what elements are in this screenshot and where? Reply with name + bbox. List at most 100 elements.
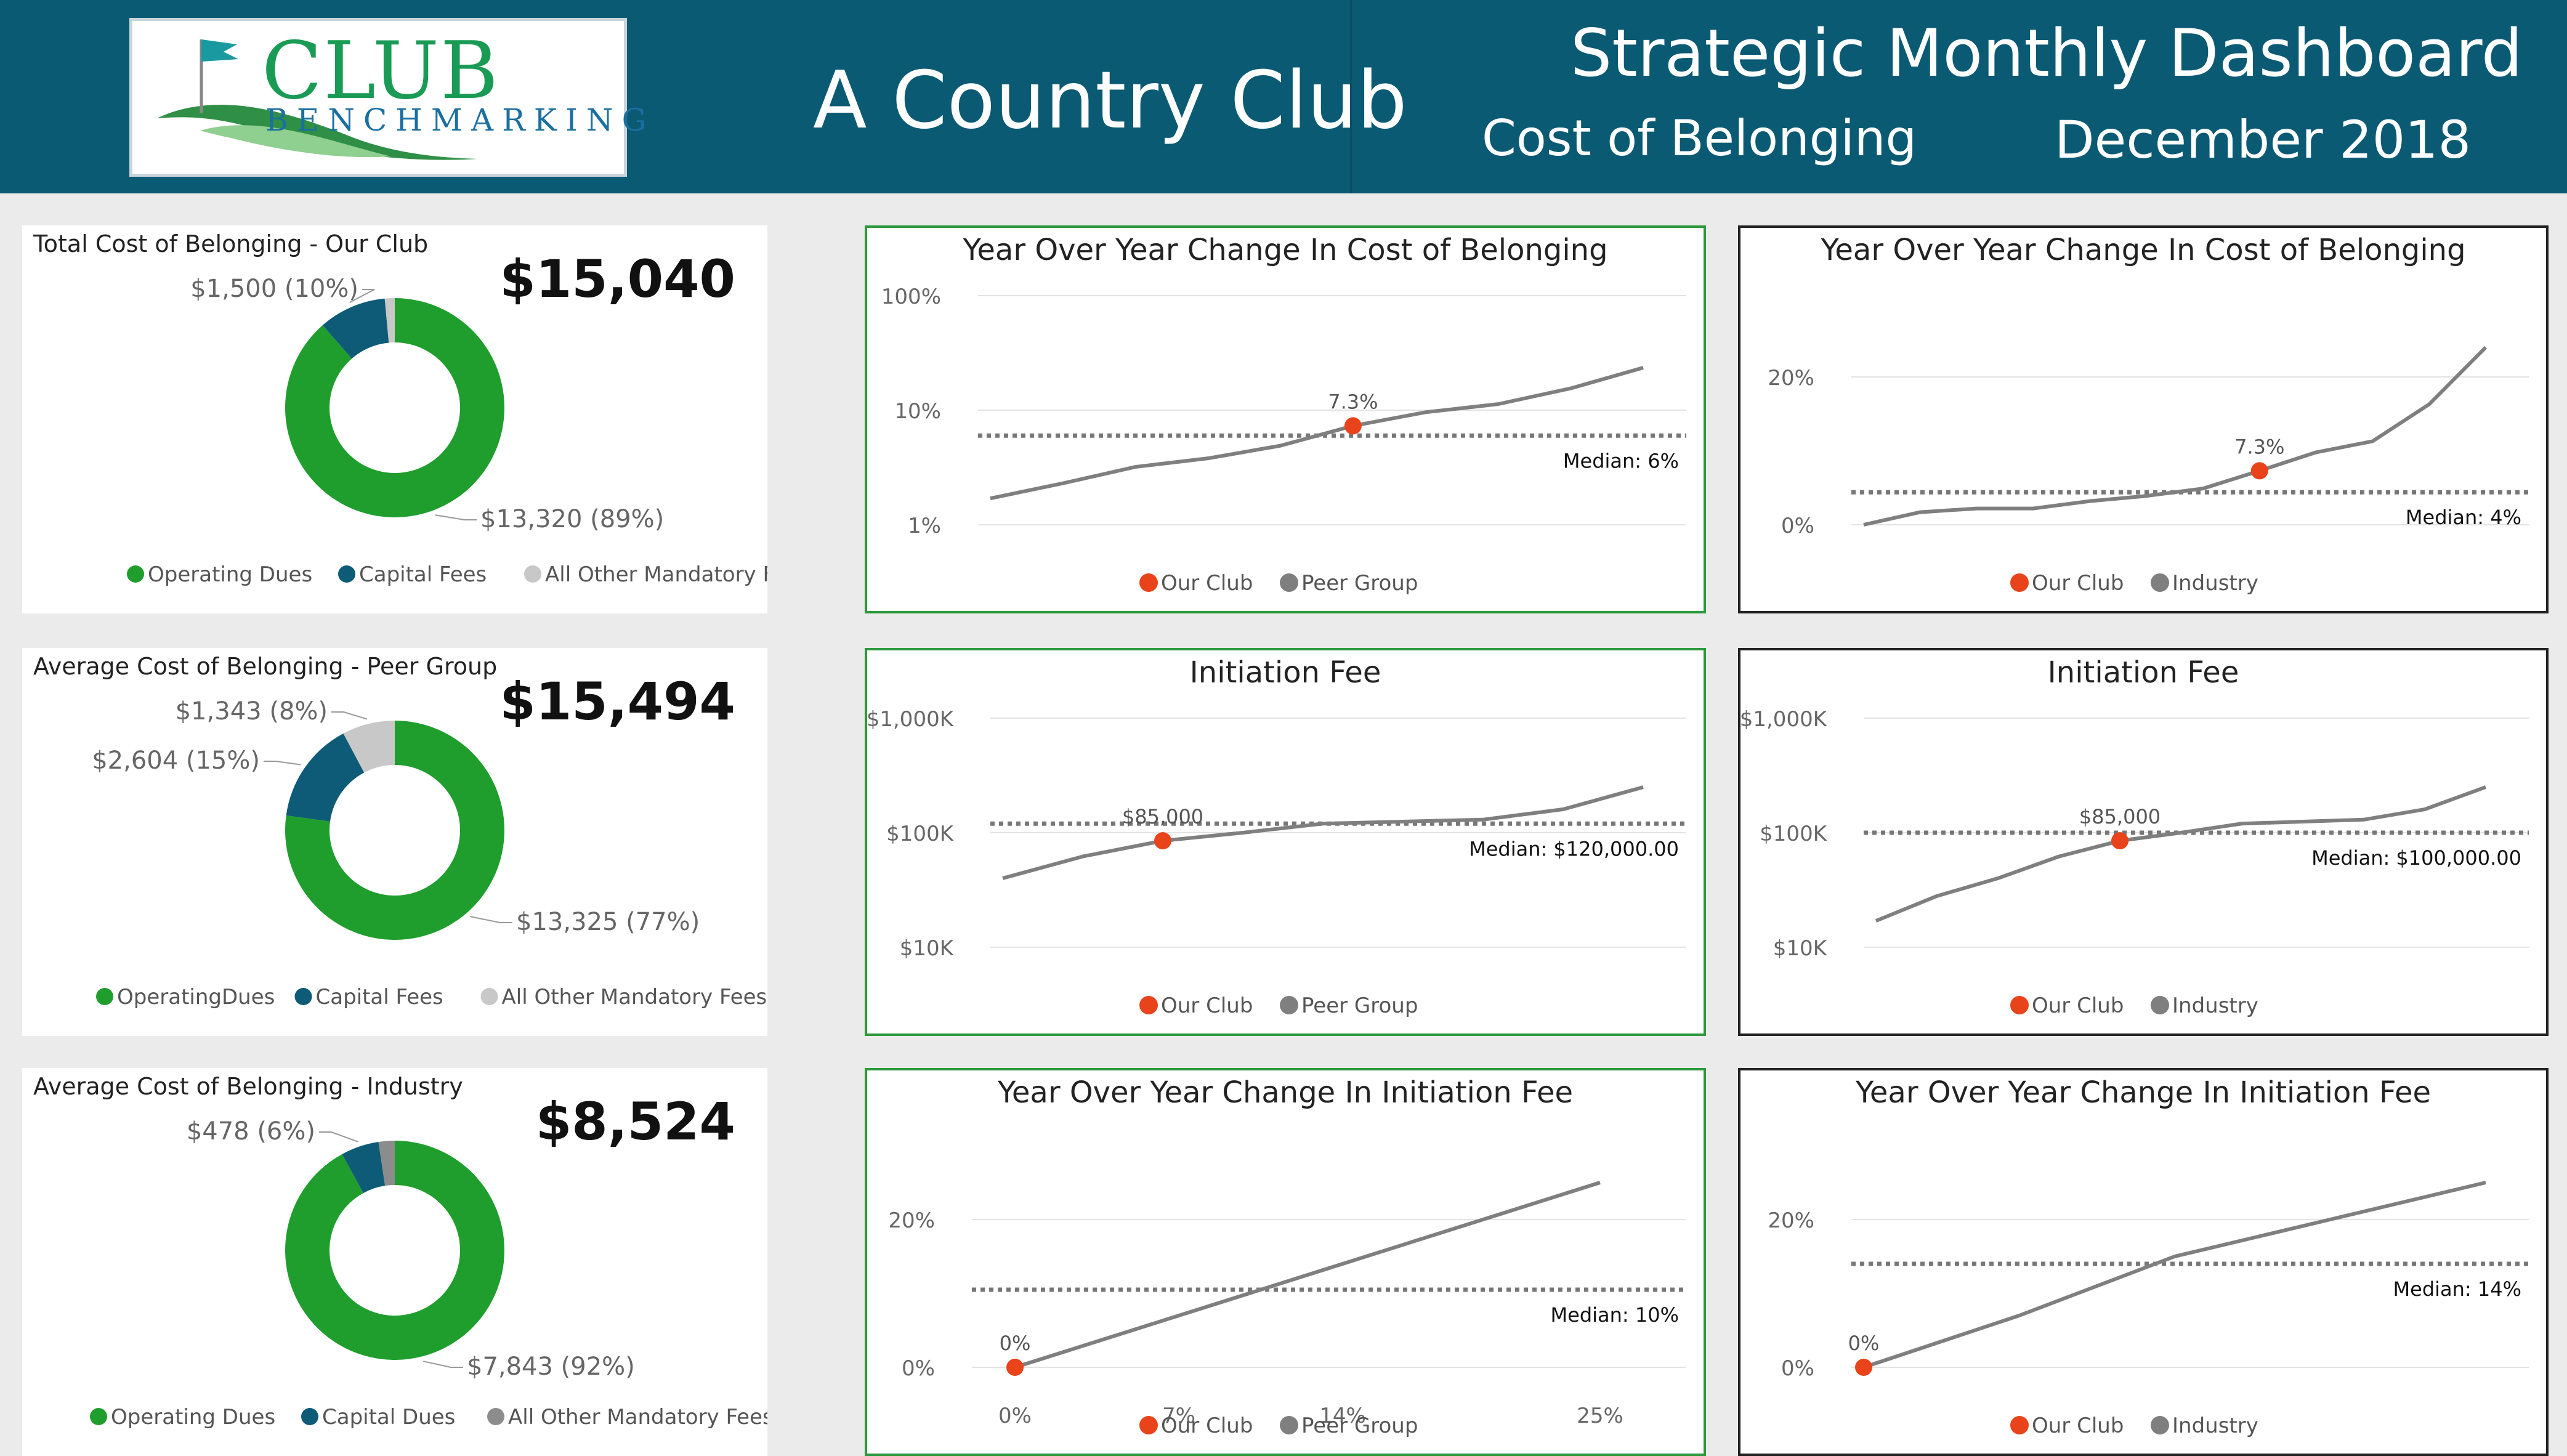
donut-slice-all-other-mandatory-fees (384, 298, 395, 343)
line-chart: 100% 10% 1% Median: 6% 7.3% Our Club Peer Grou… (881, 285, 1686, 596)
logo-club-text: CLUB (262, 25, 499, 117)
x-tick-label: 25% (1577, 1404, 1623, 1428)
donut-chart: $478 (6%) $7,843 (92%) Operating Dues Capit… (90, 1117, 767, 1430)
chart-title: Year Over Year Change In Cost of Belongi… (1821, 233, 2466, 267)
x-tick-label: 0% (998, 1404, 1032, 1428)
chart-title: Year Over Year Change In Cost of Belongi… (963, 233, 1608, 267)
legend-label: Our Club (2032, 1414, 2124, 1438)
logo-benchmarking-text: BENCHMARKING (265, 102, 655, 138)
chart-card-initiation-fee-peer: Initiation Fee $1,000K $100K $10K Median: $… (865, 648, 1706, 1036)
chart-card-yoy-cost-peer: Year Over Year Change In Cost of Belongi… (865, 225, 1706, 613)
donut-slice-operating-dues (285, 1141, 504, 1360)
legend-label: Our Club (1161, 1414, 1253, 1438)
dashboard-title: Strategic Monthly Dashboard (1571, 15, 2523, 91)
legend-label: Capital Fees (359, 562, 487, 587)
chart-card-yoy-cost-industry: Year Over Year Change In Cost of Belongi… (1738, 225, 2549, 613)
club-name: A Country Club (813, 55, 1407, 147)
legend-label: Operating Dues (111, 1405, 275, 1430)
donut-leader-line (264, 761, 301, 766)
y-tick-label: $100K (1760, 822, 1828, 846)
donut-slice-all-other-mandatory-fees (378, 1141, 395, 1186)
chart-card-initiation-fee-industry: Initiation Fee $1,000K $100K $10K Median: $… (1738, 648, 2549, 1036)
line-chart: $1,000K $100K $10K Median: $120,000.00 $85,0… (867, 707, 1686, 1018)
y-tick-label: $10K (900, 936, 955, 961)
donut-title: Average Cost of Belonging - Industry (33, 1073, 463, 1100)
line-chart: $1,000K $100K $10K Median: $100,000.00 $85,0… (1740, 707, 2529, 1018)
legend-marker-comparison (1280, 1416, 1298, 1434)
legend-marker-our-club (1139, 1416, 1158, 1434)
legend-marker-our-club (2010, 573, 2029, 592)
our-club-point (1154, 832, 1171, 850)
donut-title: Total Cost of Belonging - Our Club (33, 230, 429, 257)
legend-label: Peer Group (1301, 993, 1418, 1018)
legend-label: Peer Group (1301, 571, 1418, 596)
our-club-point (1855, 1359, 1872, 1376)
legend-label: Industry (2172, 993, 2258, 1018)
header-divider (1350, 0, 1352, 193)
our-club-data-label: 7.3% (1328, 390, 1378, 413)
chart-title: Initiation Fee (2047, 655, 2239, 690)
our-club-point (1344, 417, 1362, 435)
legend-marker-our-club (2010, 1416, 2029, 1434)
y-tick-label: $100K (886, 822, 955, 846)
legend-marker-comparison (1280, 996, 1298, 1014)
series-line-industry (1863, 1181, 2486, 1369)
donut-leader-line (422, 1361, 463, 1368)
legend-marker (524, 565, 541, 583)
y-tick-label: 0% (1781, 514, 1814, 538)
chart-title: Year Over Year Change In Initiation Fee (997, 1075, 1574, 1110)
legend-label: Our Club (1161, 993, 1253, 1018)
series-line-peer-group (1014, 1181, 1601, 1369)
total-cost-value: $15,040 (499, 249, 735, 309)
donut-data-label: $2,604 (15%) (92, 746, 260, 775)
y-tick-label: $1,000K (1740, 707, 1828, 732)
median-label: Median: $100,000.00 (2311, 846, 2521, 870)
chart-title: Year Over Year Change In Initiation Fee (1855, 1075, 2432, 1110)
donut-card-peer-group: Average Cost of Belonging - Peer Group $… (22, 648, 767, 1036)
line-chart: 20% 0% Median: 14% 0% Our Club Industry (1768, 1181, 2529, 1438)
header-bar: CLUB BENCHMARKING A Country Club Strateg… (0, 0, 2567, 193)
donut-leader-line (435, 514, 477, 520)
legend-marker (96, 988, 113, 1005)
our-club-point (1006, 1359, 1024, 1376)
legend-marker-our-club (1139, 573, 1158, 592)
our-club-data-label: 7.3% (2234, 435, 2284, 458)
donut-leader-line (331, 711, 368, 720)
legend-marker (127, 565, 144, 583)
legend-label: Our Club (2032, 993, 2124, 1018)
donut-data-label: $7,843 (92%) (467, 1353, 635, 1381)
y-tick-label: 1% (908, 514, 941, 538)
legend-marker (480, 988, 498, 1005)
our-club-data-label: $85,000 (1122, 805, 1203, 828)
y-tick-label: 20% (1768, 366, 1814, 390)
legend-label: Capital Dues (322, 1405, 455, 1430)
legend-label: OperatingDues (117, 985, 275, 1009)
legend-label: Capital Fees (316, 985, 443, 1009)
legend-marker-our-club (1139, 996, 1158, 1014)
median-label: Median: 4% (2406, 506, 2521, 529)
legend-label: Industry (2172, 571, 2258, 596)
donut-card-our-club: Total Cost of Belonging - Our Club $15,0… (22, 225, 767, 613)
legend-marker (338, 565, 355, 583)
line-chart: 20% 0% Median: 10% 0% 0% 7% 14% 25% Our Club Peer… (888, 1181, 1686, 1438)
donut-card-industry: Average Cost of Belonging - Industry $8,… (22, 1068, 767, 1456)
our-club-data-label: 0% (1000, 1332, 1031, 1355)
y-tick-label: 0% (902, 1356, 935, 1381)
series-line-peer-group (1002, 785, 1644, 880)
donut-slice-capital-dues (342, 1141, 386, 1194)
donut-data-label: $13,320 (89%) (480, 505, 664, 533)
legend-label: Operating Dues (148, 562, 312, 587)
donut-data-label: $1,500 (10%) (190, 275, 358, 303)
donut-leader-line (470, 916, 512, 923)
y-tick-label: 10% (894, 399, 941, 424)
our-club-point (2250, 462, 2268, 480)
chart-card-yoy-initiation-peer: Year Over Year Change In Initiation Fee … (865, 1068, 1706, 1456)
donut-data-label: $13,325 (77%) (516, 908, 700, 936)
series-line-peer-group (990, 366, 1644, 501)
donut-leader-line (349, 289, 375, 303)
club-benchmarking-logo: CLUB BENCHMARKING (129, 18, 647, 177)
legend-marker (301, 1408, 318, 1425)
legend-marker-comparison (2151, 996, 2169, 1014)
line-chart: 20% 0% Median: 4% 7.3% Our Club Industry (1768, 346, 2529, 596)
legend-label: Our Club (1161, 571, 1253, 596)
